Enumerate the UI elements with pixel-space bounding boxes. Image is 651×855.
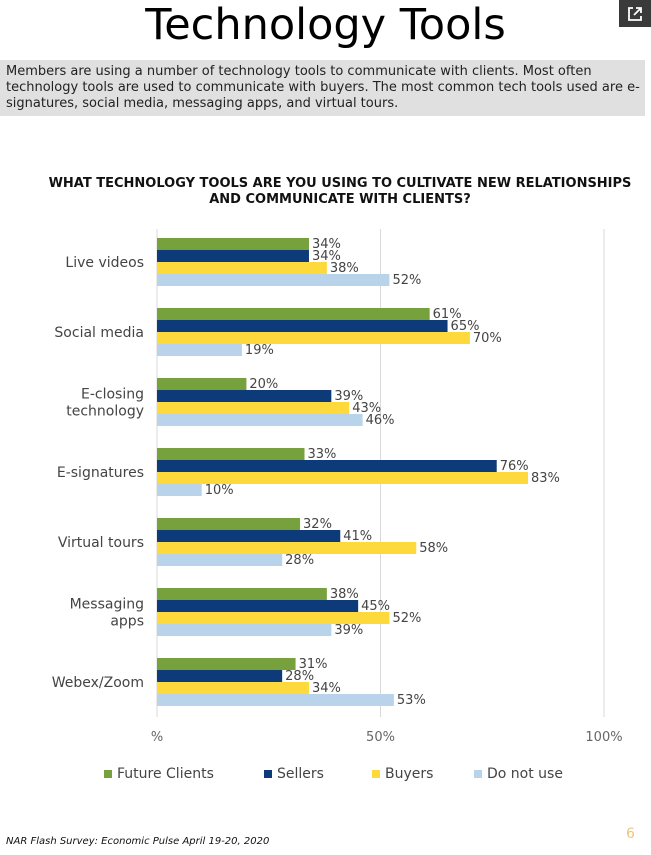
bar (157, 518, 301, 530)
category-label: E-closing (81, 387, 144, 403)
data-label: 19% (245, 343, 274, 358)
data-label: 70% (473, 331, 502, 346)
summary-text: Members are using a number of technology… (0, 60, 645, 116)
legend-swatch (474, 770, 482, 778)
bar (157, 414, 363, 426)
data-label: 34% (312, 249, 341, 264)
x-tick-label: % (151, 730, 163, 745)
data-label: 32% (303, 517, 332, 532)
category-label: Social media (54, 325, 144, 341)
category-label: Webex/Zoom (52, 675, 144, 691)
bar (157, 588, 327, 600)
data-label: 10% (205, 483, 234, 498)
legend-item: Sellers (264, 766, 324, 782)
bar (157, 378, 247, 390)
bar (157, 612, 390, 624)
bar (157, 390, 332, 402)
bar-chart: % 50% 100%34%34%38%52%Live videos61%65%70%… (52, 229, 623, 745)
bar (157, 238, 309, 250)
bar (157, 530, 341, 542)
data-label: 53% (397, 693, 426, 708)
data-label: 38% (330, 261, 359, 276)
data-label: 46% (366, 413, 395, 428)
category-label: E-signatures (57, 465, 144, 481)
bar (157, 344, 242, 356)
bar (157, 320, 448, 332)
x-tick-label: 50% (366, 730, 395, 745)
bar (157, 402, 350, 414)
legend-label: Do not use (487, 766, 563, 782)
bar (157, 308, 430, 320)
bar (157, 460, 497, 472)
legend-swatch (264, 770, 272, 778)
data-label: 34% (312, 237, 341, 252)
category-label: apps (110, 614, 144, 630)
data-label: 34% (312, 681, 341, 696)
bar (157, 262, 327, 274)
chart-title: WHAT TECHNOLOGY TOOLS ARE YOU USING TO C… (48, 176, 632, 207)
data-label: 76% (500, 459, 529, 474)
bar (157, 670, 283, 682)
bar (157, 694, 394, 706)
bar (157, 600, 359, 612)
data-label: 28% (285, 553, 314, 568)
bar (157, 274, 390, 286)
bar (157, 682, 309, 694)
bar (157, 484, 202, 496)
bar (157, 472, 529, 484)
bar (157, 554, 283, 566)
page-number: 6 (626, 826, 635, 842)
legend-swatch (372, 770, 380, 778)
legend-label: Buyers (385, 766, 434, 782)
category-label: Messaging (70, 597, 144, 613)
data-label: 31% (299, 657, 328, 672)
data-label: 20% (249, 377, 278, 392)
legend-item: Do not use (474, 766, 563, 782)
bar (157, 542, 417, 554)
data-label: 52% (392, 611, 421, 626)
data-label: 45% (361, 599, 390, 614)
bar (157, 250, 309, 262)
data-label: 38% (330, 587, 359, 602)
bar (157, 332, 470, 344)
data-label: 52% (392, 273, 421, 288)
data-label: 83% (531, 471, 560, 486)
data-label: 39% (334, 623, 363, 638)
legend-swatch (104, 770, 112, 778)
legend-item: Future Clients (104, 766, 214, 782)
data-label: 65% (451, 319, 480, 334)
legend-label: Future Clients (117, 766, 214, 782)
popout-button[interactable] (619, 0, 651, 27)
bar (157, 658, 296, 670)
legend-label: Sellers (277, 766, 324, 782)
category-label: technology (66, 404, 144, 420)
bar (157, 448, 305, 460)
external-link-icon (628, 6, 642, 21)
x-tick-label: 100% (585, 730, 622, 745)
legend-item: Buyers (372, 766, 433, 782)
category-label: Virtual tours (58, 535, 144, 551)
data-label: 58% (419, 541, 448, 556)
source-note: NAR Flash Survey: Economic Pulse April 1… (6, 836, 270, 847)
page-title: Technology Tools (145, 0, 506, 50)
data-label: 33% (308, 447, 337, 462)
category-label: Live videos (65, 255, 144, 271)
data-label: 41% (343, 529, 372, 544)
data-label: 28% (285, 669, 314, 684)
chart-legend: Future Clients Sellers Buyers Do not use (104, 766, 611, 786)
data-label: 39% (334, 389, 363, 404)
data-label: 61% (433, 307, 462, 322)
bar (157, 624, 332, 636)
data-label: 43% (352, 401, 381, 416)
